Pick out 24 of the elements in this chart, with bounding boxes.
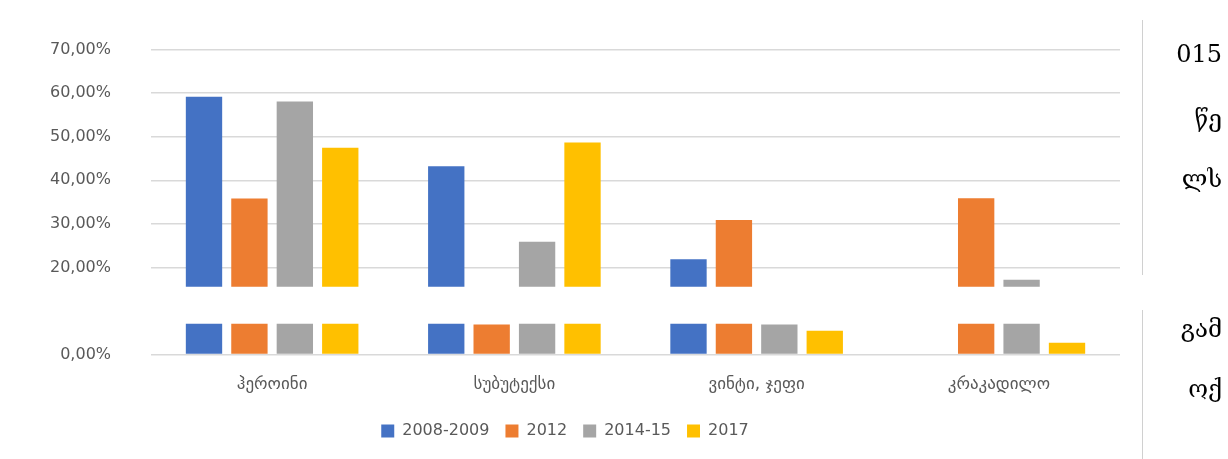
y-tick-label: 60,00% bbox=[49, 82, 112, 102]
y-tick-label: 50,00% bbox=[49, 125, 112, 145]
text: 015 bbox=[1176, 40, 1222, 68]
text: ლს bbox=[1181, 165, 1222, 193]
text: გამ bbox=[1180, 315, 1222, 343]
y-tick-label: 40,00% bbox=[49, 169, 112, 189]
text: წე bbox=[1194, 105, 1222, 133]
y-tick-label: 0,00% bbox=[60, 343, 112, 363]
bar bbox=[761, 324, 798, 354]
bar bbox=[806, 330, 843, 354]
x-tick-label: ჰეროინი bbox=[236, 373, 308, 394]
y-tick-label: 70,00% bbox=[49, 38, 112, 58]
legend-label: 2008-2009 bbox=[402, 420, 490, 440]
text: ოქ bbox=[1188, 375, 1222, 403]
y-tick-label: 30,00% bbox=[49, 213, 112, 233]
x-tick-label: კრაკადილო bbox=[947, 373, 1051, 394]
x-tick-label: ვინტი, ჯეფი bbox=[708, 373, 805, 394]
bar bbox=[1048, 342, 1086, 354]
bar bbox=[473, 324, 510, 354]
x-tick-label: სუბუტექსი bbox=[473, 373, 556, 394]
y-tick-label: 20,00% bbox=[49, 256, 112, 276]
legend-label: 2014-15 bbox=[604, 420, 672, 440]
legend-label: 2017 bbox=[708, 420, 749, 440]
legend-label: 2012 bbox=[526, 420, 568, 440]
